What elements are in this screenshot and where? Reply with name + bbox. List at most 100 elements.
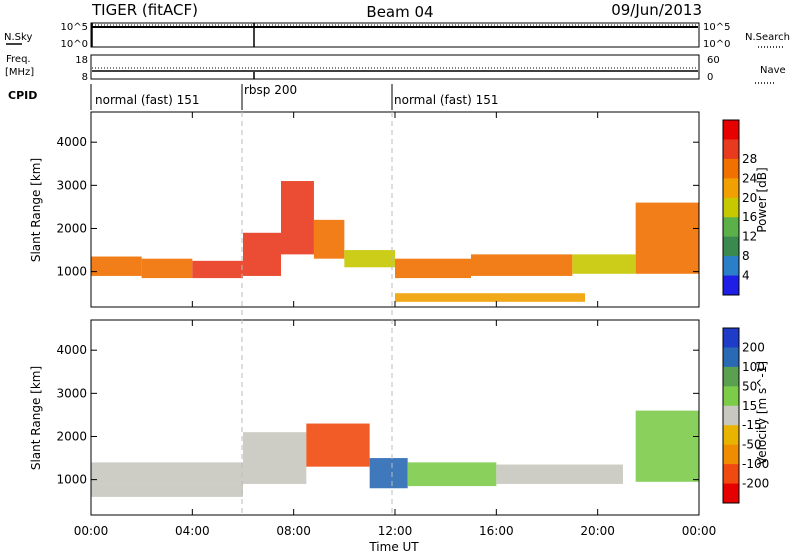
power-panel: 1000 2000 3000 4000 Slant Range [km] [29, 111, 700, 308]
freq-tick-bottom: 8 [82, 72, 88, 83]
nsearch-tick-bottom: 10^0 [703, 39, 730, 50]
freq-tick-top: 18 [75, 55, 88, 66]
velocity-colorbar-segment-6 [723, 444, 739, 465]
power-colorbar-segment-2 [723, 158, 739, 179]
power-colorbar-tick-6: 28 [742, 152, 757, 166]
cpid-label: CPID [8, 89, 37, 102]
velocity-band-2 [243, 432, 307, 484]
velocity-colorbar-tick-2: 50 [742, 379, 757, 393]
power-band-10 [635, 202, 699, 274]
xtick-label-5: 20:00 [580, 524, 615, 538]
velocity-colorbar-segment-8 [723, 483, 739, 504]
power-band-7 [395, 258, 471, 279]
velocity-colorbar: 200 100 50 15 -15 -50 -100 -200 [722, 327, 769, 504]
power-ytick-label-1: 2000 [56, 221, 87, 235]
velocity-colorbar-tick-7: -200 [742, 477, 769, 491]
power-colorbar-tick-5: 24 [742, 171, 757, 185]
nave-tick-top: 60 [707, 55, 720, 66]
velocity-colorbar-tick-4: -15 [742, 418, 762, 432]
power-colorbar-tick-2: 12 [742, 230, 757, 244]
power-colorbar-label: Power [dB] [755, 167, 769, 232]
velocity-colorbar-segment-4 [723, 405, 739, 426]
velocity-band-7 [635, 410, 699, 482]
cpid-segment-0: normal (fast) 151 [95, 93, 199, 107]
velocity-band-3 [306, 423, 370, 467]
velocity-data-layer [91, 410, 699, 497]
velocity-colorbar-label: Velocity [m s^-1] [755, 361, 769, 465]
nsky-tick-bottom: 10^0 [61, 39, 88, 50]
velocity-band-4 [369, 458, 408, 489]
velocity-colorbar-frame [722, 327, 740, 504]
power-colorbar-segment-6 [723, 236, 739, 257]
velocity-colorbar-segment-5 [723, 425, 739, 446]
nsearch-label: N.Search [745, 32, 790, 43]
power-ytick-label-2: 3000 [56, 178, 87, 192]
power-band-2 [192, 260, 243, 279]
velocity-colorbar-tick-5: -50 [742, 438, 762, 452]
velocity-ytick-label-0: 1000 [56, 473, 87, 487]
xtick-label-3: 12:00 [378, 524, 413, 538]
velocity-colorbar-tick-3: 15 [742, 399, 757, 413]
cpid-segment-1: rbsp 200 [244, 83, 297, 97]
velocity-ylabel: Slant Range [km] [29, 366, 43, 470]
power-band-3 [243, 232, 281, 276]
beam-title: Beam 04 [366, 3, 433, 21]
velocity-colorbar-segment-0 [723, 328, 739, 348]
power-band-6 [344, 250, 395, 268]
power-band-5 [313, 219, 345, 259]
power-colorbar-segment-5 [723, 217, 739, 238]
power-data-layer [91, 181, 699, 302]
velocity-band-1 [91, 483, 243, 497]
velocity-colorbar-segment-1 [723, 347, 739, 368]
velocity-band-0 [91, 462, 243, 484]
nave-tick-bottom: 0 [707, 72, 713, 83]
date-title: 09/Jun/2013 [611, 1, 702, 19]
xtick-label-1: 04:00 [175, 524, 210, 538]
velocity-colorbar-tick-1: 100 [742, 360, 765, 374]
freq-label-2: [MHz] [5, 67, 34, 78]
velocity-band-5 [407, 462, 497, 487]
power-colorbar-tick-1: 8 [742, 249, 750, 263]
power-colorbar-tick-4: 20 [742, 191, 757, 205]
power-ytick-label-0: 1000 [56, 265, 87, 279]
xtick-label-6: 00:00 [682, 524, 717, 538]
power-ylabel: Slant Range [km] [29, 158, 43, 262]
power-ytick-label-3: 4000 [56, 135, 87, 149]
velocity-band-6 [496, 464, 623, 484]
nsky-label: N.Sky [4, 32, 32, 43]
velocity-colorbar-segment-7 [723, 464, 739, 485]
freq-panel [90, 54, 700, 80]
velocity-panel: 1000 2000 3000 4000 Slant Range [km] [29, 319, 700, 516]
power-band-8 [471, 254, 573, 276]
xtick-label-4: 16:00 [479, 524, 514, 538]
power-band-9 [572, 254, 636, 274]
velocity-ytick-label-3: 4000 [56, 343, 87, 357]
power-colorbar-tick-3: 16 [742, 210, 757, 224]
station-title: TIGER (fitACF) [91, 1, 198, 19]
xaxis-label: Time UT [368, 540, 419, 554]
power-band-4 [281, 181, 314, 255]
nave-label: Nave [760, 65, 786, 76]
power-colorbar-segment-8 [723, 275, 739, 296]
velocity-colorbar-tick-0: 200 [742, 340, 765, 354]
power-colorbar-segment-1 [723, 139, 739, 160]
xtick-label-0: 00:00 [74, 524, 109, 538]
power-band-1 [141, 258, 193, 279]
power-colorbar-frame [722, 119, 740, 296]
velocity-colorbar-tick-6: -100 [742, 457, 769, 471]
cpid-segment-2: normal (fast) 151 [394, 93, 498, 107]
power-colorbar-segment-3 [723, 178, 739, 199]
power-colorbar: 4 8 12 16 20 24 28 [722, 119, 757, 296]
power-colorbar-segment-0 [723, 120, 739, 140]
nsearch-tick-top: 10^5 [703, 22, 730, 33]
velocity-colorbar-segment-2 [723, 366, 739, 387]
velocity-ytick-label-2: 3000 [56, 386, 87, 400]
power-colorbar-tick-0: 4 [742, 269, 750, 283]
nsky-tick-top: 10^5 [61, 22, 88, 33]
freq-label-1: Freq. [6, 54, 31, 65]
power-band-11 [395, 293, 585, 302]
power-band-0 [91, 256, 142, 276]
power-colorbar-segment-4 [723, 197, 739, 218]
velocity-ytick-label-1: 2000 [56, 429, 87, 443]
